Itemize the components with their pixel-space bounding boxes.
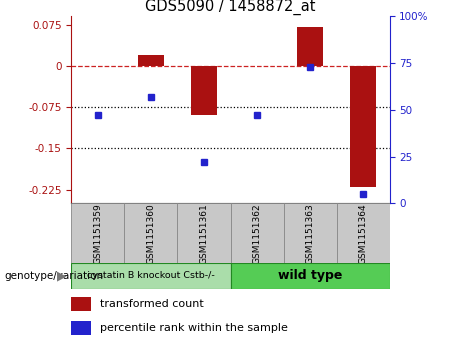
FancyBboxPatch shape [284, 203, 337, 263]
FancyBboxPatch shape [337, 203, 390, 263]
Text: cystatin B knockout Cstb-/-: cystatin B knockout Cstb-/- [87, 272, 215, 280]
FancyBboxPatch shape [230, 263, 390, 289]
Text: GSM1151362: GSM1151362 [253, 203, 261, 264]
Bar [138, 55, 164, 66]
FancyBboxPatch shape [71, 321, 90, 335]
Bar [350, 66, 376, 187]
Text: wild type: wild type [278, 269, 342, 282]
FancyBboxPatch shape [177, 203, 230, 263]
Text: GSM1151364: GSM1151364 [359, 203, 367, 264]
Text: transformed count: transformed count [100, 299, 204, 309]
Text: genotype/variation: genotype/variation [5, 271, 104, 281]
FancyBboxPatch shape [124, 203, 177, 263]
Text: GSM1151363: GSM1151363 [306, 203, 314, 264]
Title: GDS5090 / 1458872_at: GDS5090 / 1458872_at [145, 0, 316, 15]
FancyBboxPatch shape [71, 297, 90, 311]
FancyBboxPatch shape [230, 203, 284, 263]
Text: percentile rank within the sample: percentile rank within the sample [100, 323, 288, 333]
Bar [191, 66, 217, 115]
Text: GSM1151359: GSM1151359 [94, 203, 102, 264]
FancyBboxPatch shape [71, 203, 124, 263]
Text: GSM1151361: GSM1151361 [200, 203, 208, 264]
FancyBboxPatch shape [71, 263, 230, 289]
Text: GSM1151360: GSM1151360 [147, 203, 155, 264]
Text: ▶: ▶ [57, 269, 67, 282]
Bar [297, 27, 323, 66]
